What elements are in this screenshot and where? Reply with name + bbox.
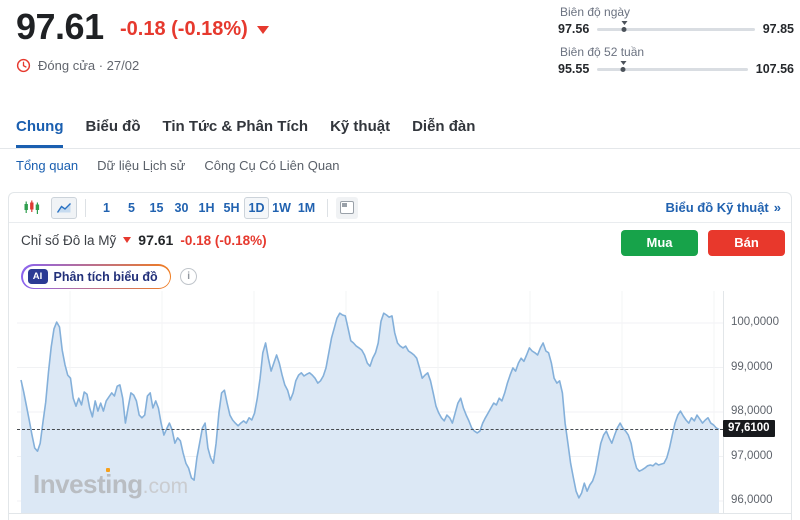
week52-range: 95.55 107.56 (558, 62, 794, 76)
subnav-cong-cu[interactable]: Công Cụ Có Liên Quan (204, 158, 340, 173)
y-axis-label: 98,0000 (731, 405, 773, 417)
sell-button[interactable]: Bán (708, 230, 785, 256)
axis-separator (723, 291, 724, 513)
market-status: Đóng cửa · 27/02 (16, 58, 139, 73)
instrument-price: 97.61 (16, 6, 104, 47)
chart-toolbar: 1 5 15 30 1H 5H 1D 1W 1M Biểu đồ Kỹ thuậ… (9, 193, 791, 223)
day-range-marker (621, 26, 627, 32)
timeframe-5[interactable]: 5 (128, 200, 135, 215)
buy-button[interactable]: Mua (621, 230, 698, 256)
day-range-high: 97.85 (762, 22, 794, 36)
technical-chart-link[interactable]: Biểu đồ Kỹ thuật » (665, 200, 781, 215)
day-range: 97.56 97.85 (558, 22, 794, 36)
ai-analysis-row: AI Phân tích biểu đồ i (21, 264, 198, 289)
chart-change: -0.18 (-0.18%) (180, 232, 267, 248)
chart-price: 97.61 (138, 232, 174, 248)
arrow-down-icon (256, 25, 269, 34)
toolbar-divider (327, 198, 328, 217)
chevron-right-icon: » (773, 200, 781, 215)
arrow-down-icon (123, 237, 132, 243)
price-change-text: -0.18 (-0.18%) (120, 18, 248, 40)
current-price-badge: 97,6100 (723, 420, 775, 437)
y-axis-label: 97,0000 (731, 449, 773, 462)
subnav-tong-quan[interactable]: Tổng quan (16, 158, 79, 173)
timeframe-30[interactable]: 30 (174, 200, 189, 215)
timeframe-1w[interactable]: 1W (272, 200, 291, 215)
week52-range-track (597, 66, 748, 72)
y-axis-label: 100,0000 (731, 316, 779, 328)
day-range-track (597, 26, 755, 32)
candlestick-icon (24, 200, 40, 214)
timeframe-1m[interactable]: 1M (297, 200, 316, 215)
price-change: -0.18 (-0.18%) (120, 18, 269, 41)
chart-header: Chỉ số Đô la Mỹ 97.61 -0.18 (-0.18%) (21, 232, 267, 248)
ai-badge-icon: AI (27, 269, 48, 284)
tab-chung[interactable]: Chung (16, 118, 64, 148)
timeframe-15[interactable]: 15 (149, 200, 164, 215)
chart-widget: 1 5 15 30 1H 5H 1D 1W 1M Biểu đồ Kỹ thuậ… (8, 192, 792, 520)
week52-range-label: Biên độ 52 tuần (560, 45, 645, 59)
ai-analysis-button[interactable]: AI Phân tích biểu đồ (21, 264, 172, 289)
timeframe-1d[interactable]: 1D (244, 196, 269, 219)
ranges-panel: Biên độ ngày 97.56 97.85 Biên độ 52 tuần… (558, 5, 794, 85)
area-chart-button[interactable] (51, 196, 77, 219)
tab-tin-tuc[interactable]: Tin Tức & Phân Tích (162, 118, 309, 135)
y-axis-label: 99,0000 (731, 360, 773, 373)
week52-range-high: 107.56 (755, 62, 794, 76)
timeframe-5h[interactable]: 5H (223, 200, 240, 215)
sub-navigation: Tổng quan Dữ liệu Lịch sử Công Cụ Có Liê… (16, 158, 340, 173)
chart-plot[interactable]: Investing.com (17, 291, 723, 513)
timeframe-1[interactable]: 1 (103, 200, 110, 215)
toolbar-divider (85, 198, 86, 217)
tab-bieu-do[interactable]: Biểu đồ (85, 118, 141, 135)
candlestick-chart-button[interactable] (19, 197, 45, 219)
main-tabs: Chung Biểu đồ Tin Tức & Phân Tích Kỹ thu… (0, 108, 800, 149)
price-area-chart (17, 291, 723, 513)
tab-dien-dan[interactable]: Diễn đàn (412, 118, 476, 135)
tab-ky-thuat[interactable]: Kỹ thuật (330, 118, 391, 135)
week52-range-low: 95.55 (558, 62, 590, 76)
plot-bottom-border (9, 513, 792, 514)
y-axis-label: 96,0000 (731, 494, 773, 506)
market-status-text: Đóng cửa · 27/02 (38, 58, 140, 73)
current-price-line (17, 429, 723, 430)
watermark: Investing.com (33, 469, 189, 499)
instrument-name: Chỉ số Đô la Mỹ (21, 232, 117, 248)
clock-icon (16, 58, 31, 73)
layout-panel-icon (340, 201, 354, 214)
layout-button[interactable] (336, 196, 358, 219)
subnav-du-lieu[interactable]: Dữ liệu Lịch sử (97, 158, 186, 173)
day-range-label: Biên độ ngày (560, 5, 631, 19)
technical-chart-link-text: Biểu đồ Kỹ thuật (665, 200, 769, 215)
info-icon[interactable]: i (180, 268, 198, 285)
ai-analysis-label: Phân tích biểu đồ (53, 269, 158, 284)
week52-range-marker (620, 66, 626, 72)
day-range-low: 97.56 (558, 22, 590, 36)
area-chart-icon (56, 203, 71, 213)
timeframe-1h[interactable]: 1H (198, 200, 215, 215)
